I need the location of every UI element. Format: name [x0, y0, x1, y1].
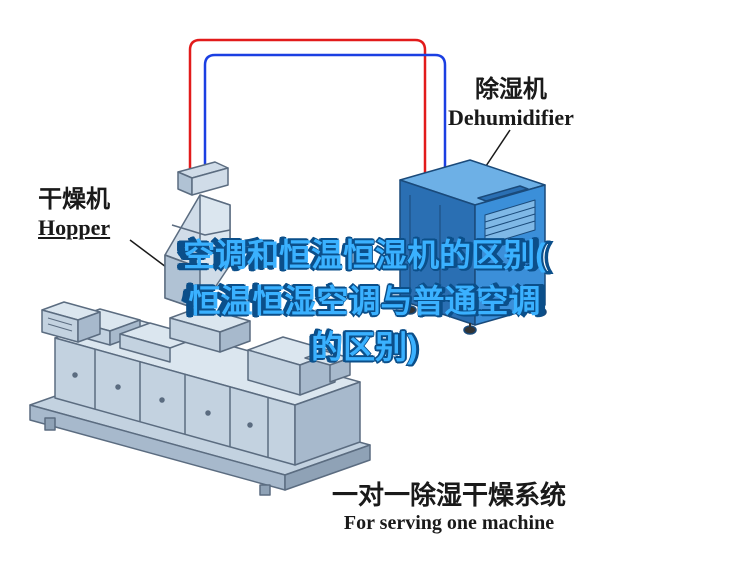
label-dehumidifier-cn: 除湿机	[448, 76, 574, 105]
pipe-red	[190, 40, 425, 178]
pointer-hopper	[130, 240, 170, 270]
label-footer: 一对一除湿干燥系统 For serving one machine	[332, 480, 566, 535]
label-hopper: 干燥机 Hopper	[38, 186, 110, 241]
label-footer-cn: 一对一除湿干燥系统	[332, 480, 566, 511]
pipe-blue	[205, 55, 445, 178]
dehumidifier-unit	[400, 160, 546, 334]
label-dehumidifier-en: Dehumidifier	[448, 105, 574, 131]
label-hopper-cn: 干燥机	[38, 186, 110, 215]
diagram-canvas	[0, 0, 729, 561]
extrusion-machine	[30, 302, 370, 495]
label-dehumidifier: 除湿机 Dehumidifier	[448, 76, 574, 131]
diagram-svg	[0, 0, 729, 561]
hopper-dryer	[165, 162, 230, 330]
label-hopper-en: Hopper	[38, 215, 110, 241]
label-footer-en: For serving one machine	[332, 511, 566, 535]
